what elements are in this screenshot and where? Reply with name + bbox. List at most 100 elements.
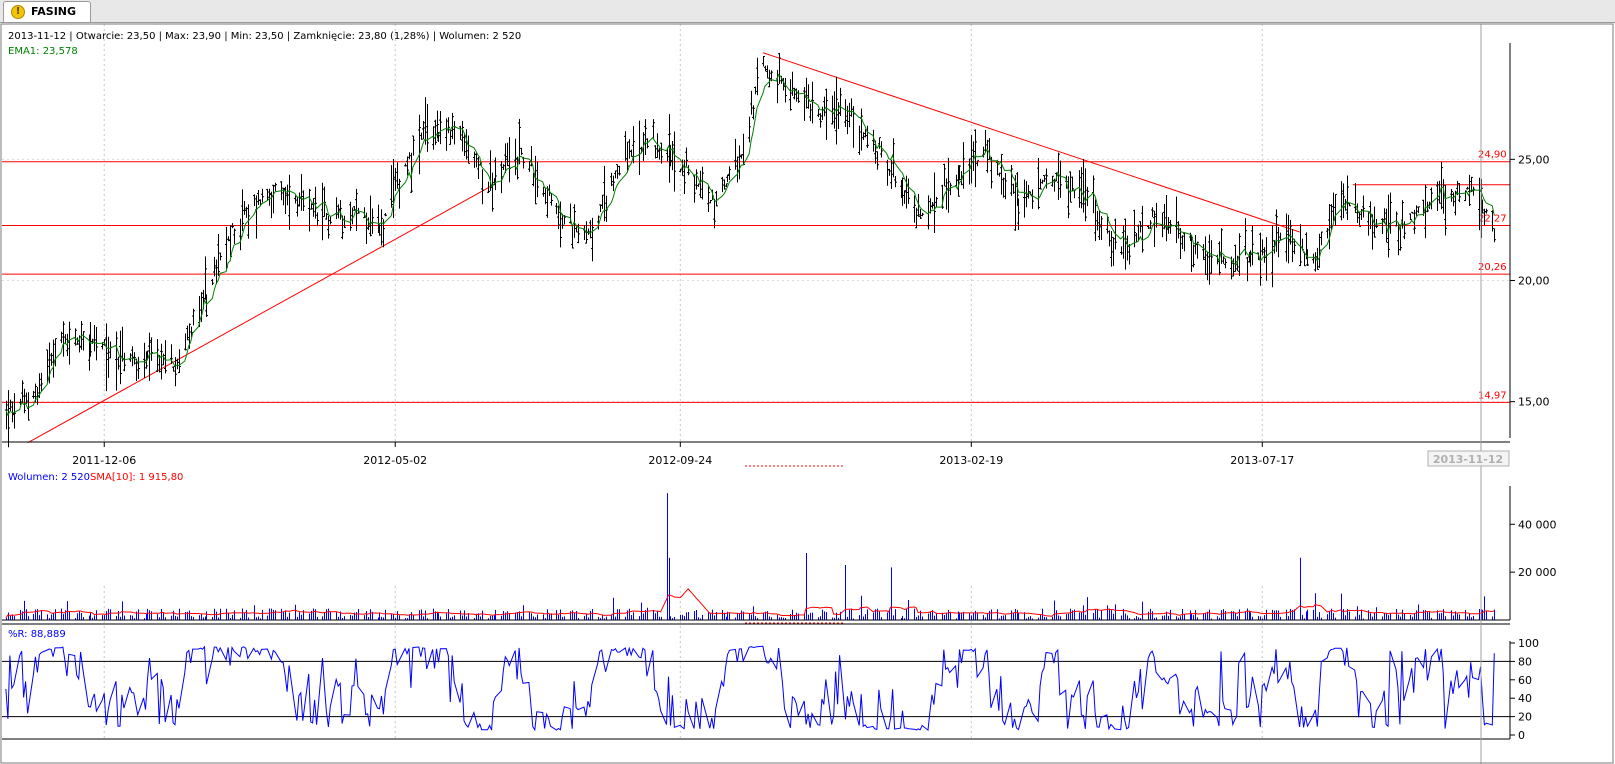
ohlc-bar — [390, 165, 393, 208]
ohlc-bar — [768, 69, 771, 88]
level-label: 14,97 — [1478, 390, 1507, 401]
ohlc-bar — [245, 206, 248, 218]
ohlc-bar — [723, 179, 726, 190]
ohlc-bar — [1222, 256, 1225, 264]
ohlc-bar — [475, 152, 478, 168]
ohlc-bar — [1194, 235, 1197, 255]
ohlc-bar — [231, 223, 234, 229]
ohlc-bar — [835, 76, 838, 145]
level-label: 20,26 — [1478, 262, 1507, 273]
ohlc-bar — [1120, 246, 1123, 255]
x-tick-label: 2011-12-06 — [72, 454, 136, 467]
ohlc-bar — [660, 142, 663, 164]
ohlc-bar — [1450, 189, 1453, 202]
trendline[interactable] — [27, 185, 492, 444]
ohlc-bar — [614, 170, 617, 179]
ohlc-bar — [935, 196, 938, 207]
ohlc-bar — [1098, 210, 1101, 240]
ohlc-bar — [726, 174, 729, 183]
ohlc-bar — [341, 215, 344, 240]
ohlc-bar — [750, 90, 753, 115]
ohlc-bar — [1263, 247, 1266, 263]
warning-icon: ! — [11, 5, 25, 19]
ohlc-bar — [559, 201, 562, 248]
ohlc-bar — [123, 352, 126, 372]
y-tick-label: 80 — [1518, 655, 1532, 668]
ohlc-bar — [1354, 183, 1357, 214]
ohlc-bar — [862, 132, 865, 141]
ohlc-bar — [156, 339, 159, 373]
ohlc-bar — [764, 65, 767, 72]
ohlc-bar — [697, 183, 700, 187]
y-tick-label: 40 000 — [1518, 518, 1557, 531]
ohlc-bar — [839, 87, 842, 117]
ohlc-bar — [445, 118, 448, 151]
ohlc-bar — [1141, 205, 1144, 253]
ohlc-bar — [685, 147, 688, 168]
ohlc-bar — [656, 133, 659, 159]
ohlc-bar — [1169, 219, 1172, 234]
cursor-date-text: 2013-11-12 — [1433, 453, 1503, 466]
ohlc-bar — [1275, 209, 1278, 252]
ohlc-bar — [1316, 247, 1319, 270]
ohlc-bar — [701, 166, 704, 200]
ohlc-bar — [666, 148, 669, 162]
ohlc-bar — [1012, 183, 1015, 194]
ohlc-bar — [1010, 164, 1013, 196]
ohlc-bar — [1291, 228, 1294, 263]
ohlc-bar — [1192, 244, 1195, 268]
ohlc-bar — [1224, 258, 1227, 269]
ohlc-bar — [927, 195, 930, 230]
ohlc-bar — [1387, 194, 1390, 258]
ohlc-bar — [1458, 183, 1461, 203]
ohlc-bar — [321, 182, 324, 241]
ohlc-bar — [974, 129, 977, 188]
ohlc-bar — [913, 195, 916, 223]
volume-info: Wolumen: 2 520 — [8, 472, 90, 483]
ohlc-bar — [1045, 168, 1048, 189]
ohlc-bar — [329, 216, 332, 225]
ohlc-bar — [715, 190, 718, 207]
trendline[interactable] — [762, 52, 1300, 233]
ohlc-bar — [1204, 236, 1207, 276]
ohlc-bar — [872, 129, 875, 152]
ohlc-bar — [1318, 233, 1321, 268]
ohlc-bar — [738, 145, 741, 180]
ohlc-bar — [233, 228, 236, 244]
ohlc-bar — [367, 217, 370, 231]
ohlc-bar — [1153, 210, 1156, 247]
ohlc-bar — [986, 139, 989, 173]
ohlc-bar — [1094, 199, 1097, 242]
ohlc-bar — [467, 135, 470, 164]
ohlc-bar — [286, 184, 289, 206]
ohlc-bar — [603, 165, 606, 222]
ohlc-bar — [1409, 213, 1412, 221]
ohlc-bar — [1151, 207, 1154, 218]
ohlc-bar — [459, 125, 462, 140]
ohlc-bar — [1426, 201, 1429, 213]
ohlc-bar — [351, 207, 354, 225]
ohlc-bar — [434, 119, 437, 145]
ohlc-bar — [990, 156, 993, 189]
y-tick-label: 15,00 — [1518, 396, 1550, 409]
ohlc-bar — [945, 178, 948, 210]
ohlc-bar — [135, 358, 138, 381]
ohlc-bar — [481, 169, 484, 205]
ohlc-bar — [658, 147, 661, 160]
ohlc-bar — [89, 321, 92, 357]
ohlc-bar — [589, 220, 592, 239]
tab-fasing[interactable]: ! FASING — [3, 1, 91, 22]
ohlc-bar — [903, 190, 906, 204]
ema-info: EMA1: 23,578 — [8, 46, 78, 57]
ohlc-bar — [1403, 221, 1406, 240]
ohlc-bar — [561, 213, 564, 229]
ohlc-bar — [1362, 195, 1365, 218]
ohlc-bar — [178, 349, 181, 374]
level-label: 24,90 — [1478, 150, 1507, 161]
ohlc-bar — [7, 390, 10, 448]
ohlc-bar — [1133, 209, 1136, 248]
ohlc-bar — [575, 226, 578, 233]
ohlc-bar — [1346, 175, 1349, 221]
ohlc-bar — [654, 145, 657, 159]
